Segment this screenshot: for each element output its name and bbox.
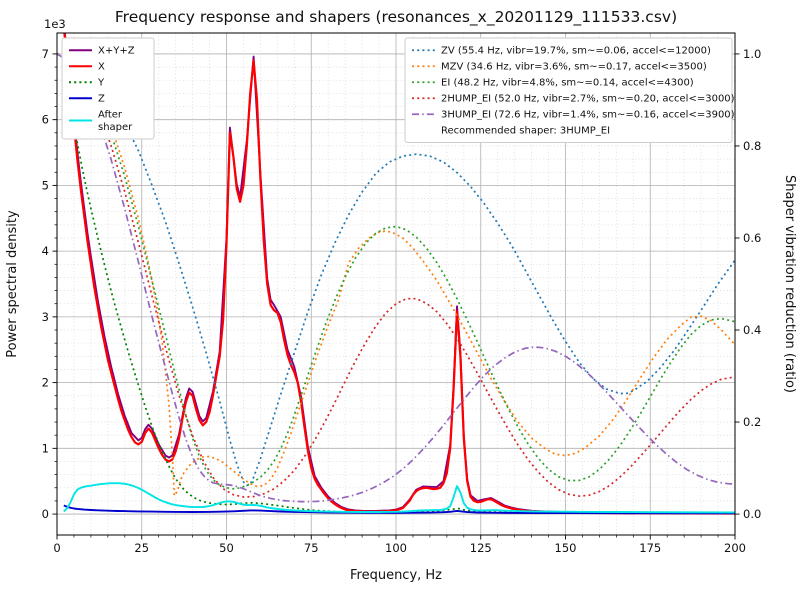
y-left-tick-label: 5 [42,178,49,192]
legend-psd-label: shaper [98,122,133,133]
chart-title: Frequency response and shapers (resonanc… [115,8,677,27]
x-tick-label: 200 [724,541,746,555]
legend-psd-label: After [98,110,123,121]
x-tick-label: 150 [555,541,577,555]
y-left-offset-text: 1e3 [44,17,66,31]
series-After shaper [63,482,735,514]
y-right-axis-label: Shaper vibration reduction (ratio) [782,175,797,393]
y-left-tick-label: 7 [42,47,49,61]
y-left-tick-label: 4 [42,244,49,258]
y-right-tick-label: 0.6 [743,231,761,245]
x-tick-label: 125 [470,541,492,555]
legend-shapers-label: Recommended shaper: 3HUMP_EI [441,126,610,137]
series-layer [57,33,735,515]
x-tick-label: 25 [134,541,149,555]
series-EI [57,53,735,490]
legend-psd-box [61,37,155,140]
grid-minor [57,33,735,535]
x-tick-label: 0 [53,541,60,555]
y-left-tick-label: 3 [42,310,49,324]
y-right-tick-label: 0.4 [743,323,761,337]
series-3HUMP_EI [57,53,735,503]
legend-psd-label: X+Y+Z [98,46,135,57]
y-left-tick-label: 0 [42,507,49,521]
legend-shapers-label: EI (48.2 Hz, vibr=4.8%, sm~=0.14, accel<… [441,78,694,89]
y-left-tick-label: 1 [42,441,49,455]
series-2HUMP_EI [57,53,735,498]
y-right-tick-label: 1.0 [743,47,761,61]
axes-layer: 0 25 50 75 100 125 150 175 200 0 1 2 3 4 5 6 7 0.0 0.2 0.4 0… [42,32,761,555]
legend-shapers: ZV (55.4 Hz, vibr=19.7%, sm~=0.06, accel… [404,37,735,143]
legend-shapers-label: 2HUMP_EI (52.0 Hz, vibr=2.7%, sm~=0.20, … [441,94,735,105]
legend-psd-label: X [98,62,105,73]
series-Z [63,504,735,515]
x-tick-label: 100 [385,541,407,555]
y-left-tick-label: 2 [42,376,49,390]
legend-shapers-label: MZV (34.6 Hz, vibr=3.6%, sm~=0.17, accel… [441,62,707,73]
series-Y [62,53,735,515]
legend-shapers-label: ZV (55.4 Hz, vibr=19.7%, sm~=0.06, accel… [441,46,711,57]
legend-shapers-box [404,37,733,143]
legend-psd-label: Z [98,94,105,105]
series-ZV [57,53,735,487]
y-right-tick-label: 0.2 [743,415,761,429]
x-tick-label: 50 [219,541,234,555]
legend-shapers-label: 3HUMP_EI (72.6 Hz, vibr=1.4%, sm~=0.16, … [441,110,735,121]
y-right-tick-label: 0.8 [743,139,761,153]
x-axis-label: Frequency, Hz [350,568,442,583]
y-left-tick-label: 6 [42,113,49,127]
legend-psd-label: Y [97,78,105,89]
y-left-axis-label: Power spectral density [5,210,20,358]
x-tick-label: 175 [639,541,661,555]
x-tick-label: 75 [304,541,319,555]
y-right-tick-label: 0.0 [743,507,761,521]
